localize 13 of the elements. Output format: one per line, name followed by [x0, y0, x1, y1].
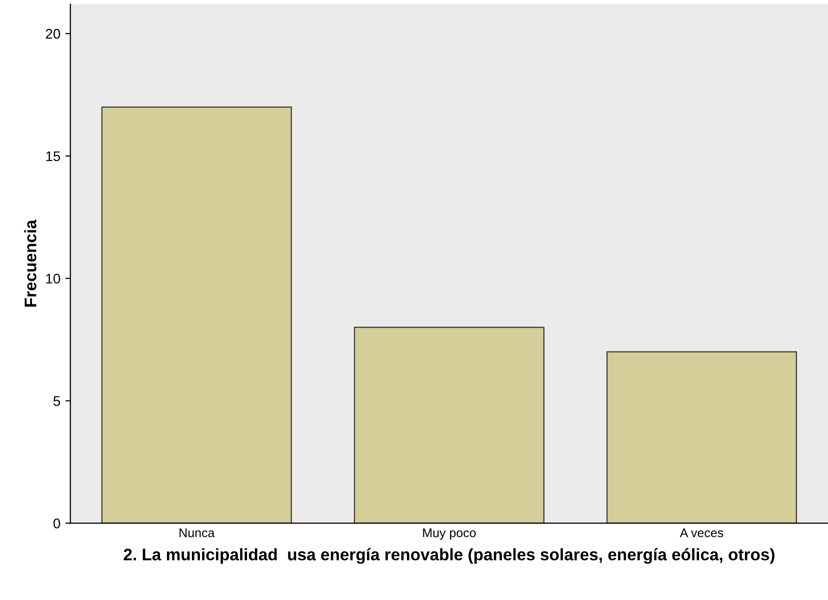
y-tick-label: 5: [53, 396, 60, 406]
x-tick-label: Nunca: [180, 528, 215, 538]
y-tick-label: 0: [53, 518, 60, 528]
y-tick-label: 20: [46, 28, 60, 39]
x-tick-label: Muy poco: [423, 528, 476, 540]
x-tick-label: A veces: [680, 528, 724, 538]
y-tick-label: 15: [46, 151, 60, 162]
y-axis-title: Frecuencia: [24, 220, 36, 307]
y-tick-label: 10: [46, 274, 60, 284]
bar: [354, 326, 544, 524]
bar: [101, 106, 292, 524]
x-axis-title: 2. La municipalidad usa energía renovable (paneles solares, energía eólica, otros): [124, 548, 774, 564]
bar: [606, 351, 797, 524]
